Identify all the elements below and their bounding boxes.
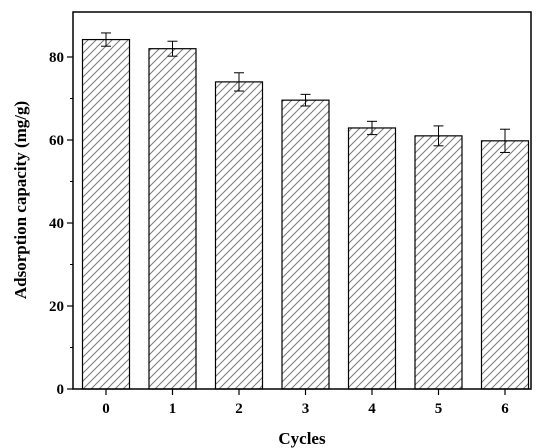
x-tick-label: 4: [368, 401, 376, 417]
y-tick-label: 40: [49, 216, 64, 232]
y-tick-label: 60: [49, 133, 64, 149]
error-bar-cycle-1: [167, 40, 178, 57]
error-bar-cycle-3: [300, 93, 311, 107]
y-tick-label: 80: [49, 50, 64, 66]
x-axis-title: Cycles: [278, 429, 326, 448]
error-bar-cycle-4: [367, 120, 377, 136]
x-tick-label: 2: [235, 401, 243, 417]
plot-frame: [72, 11, 532, 390]
error-bar-cycle-2: [234, 72, 244, 92]
y-axis: 0 20 40 60 80: [49, 50, 73, 398]
bars-layer: [81, 38, 530, 390]
bar-cycle-6: [480, 140, 530, 390]
error-bars-layer: [101, 32, 510, 153]
error-bar-cycle-0: [101, 32, 111, 47]
error-bar-cycle-5: [433, 125, 444, 147]
y-tick-label: 0: [57, 382, 65, 398]
x-axis: 0 1 2 3 4 5 6: [102, 389, 509, 417]
bar-cycle-0: [81, 38, 131, 390]
x-tick-label: 1: [169, 401, 177, 417]
error-bar-cycle-6: [500, 128, 510, 153]
x-tick-label: 0: [102, 401, 110, 417]
y-axis-title: Adsorption capacity (mg/g): [11, 101, 30, 299]
x-tick-label: 5: [435, 401, 443, 417]
bar-cycle-4: [347, 127, 397, 390]
x-tick-label: 3: [302, 401, 310, 417]
bar-cycle-2: [214, 81, 264, 390]
bar-cycle-5: [414, 135, 463, 390]
bar-cycle-1: [148, 48, 197, 390]
bar-cycle-3: [281, 99, 330, 390]
x-tick-label: 6: [501, 401, 509, 417]
y-tick-label: 20: [49, 299, 64, 315]
